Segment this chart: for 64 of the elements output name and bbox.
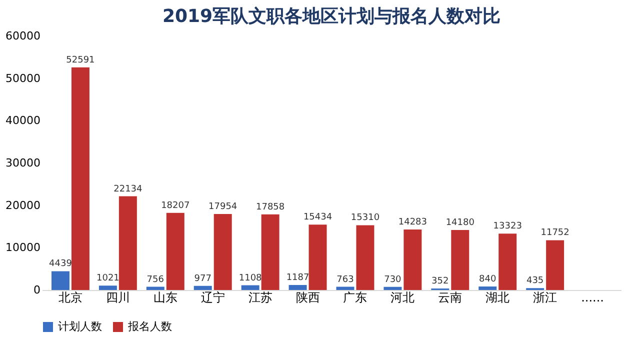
bar [336, 286, 354, 290]
bar [166, 212, 184, 290]
chart-title: 2019军队文职各地区计划与报名人数对比 [162, 6, 501, 27]
data-label: 730 [384, 274, 402, 285]
bar [478, 286, 497, 290]
x-tick-label: 陕西 [296, 290, 320, 304]
data-label: 22134 [114, 184, 143, 194]
bar [51, 271, 70, 290]
bar [118, 196, 137, 290]
x-tick-label: 北京 [58, 290, 82, 304]
data-label: 52591 [66, 55, 95, 66]
bar [546, 240, 564, 290]
bar [451, 230, 470, 290]
y-tick-label: 50000 [6, 72, 40, 85]
bar [241, 285, 260, 290]
y-tick-label: 10000 [6, 241, 40, 254]
data-label: 4439 [49, 259, 72, 270]
bar [214, 214, 232, 290]
data-label: 18207 [161, 200, 190, 211]
data-label: 1108 [238, 273, 262, 284]
bar [98, 286, 117, 290]
y-tick-label: 20000 [6, 198, 40, 212]
data-label: 17954 [208, 202, 238, 212]
x-tick-label: 云南 [438, 290, 462, 304]
data-label: 1187 [286, 272, 310, 283]
bar [384, 286, 402, 290]
data-label: 840 [479, 274, 496, 284]
y-tick-label: 60000 [6, 30, 40, 42]
x-tick-label: 辽宁 [200, 290, 225, 304]
bar [261, 214, 280, 290]
data-label: 13323 [493, 222, 522, 232]
x-tick-label: ...... [581, 290, 604, 304]
bar [404, 230, 422, 290]
data-label: 15434 [303, 212, 332, 223]
bar [71, 67, 90, 290]
data-label: 14180 [446, 218, 475, 228]
x-tick-label: 广东 [343, 290, 368, 304]
data-label: 14283 [398, 218, 427, 228]
data-label: 763 [336, 274, 354, 285]
x-tick-label: 江苏 [248, 290, 272, 304]
x-tick-label: 浙江 [533, 290, 558, 304]
x-tick-label: 山东 [153, 290, 178, 304]
data-label: 11752 [540, 228, 570, 238]
legend-label: 计划人数 [58, 320, 102, 333]
bar [146, 286, 164, 290]
data-label: 977 [194, 274, 212, 284]
bar [498, 234, 517, 290]
y-tick-label: 40000 [6, 114, 40, 128]
bar [308, 224, 327, 290]
data-label: 756 [146, 274, 164, 285]
x-tick-label: 湖北 [486, 290, 510, 304]
bar [288, 284, 307, 290]
y-tick-label: 30000 [6, 156, 40, 170]
bar [356, 225, 374, 290]
data-label: 17858 [256, 202, 285, 212]
legend-label: 报名人数 [127, 320, 172, 333]
bar [194, 286, 212, 290]
data-label: 1021 [96, 274, 120, 284]
x-tick-label: 四川 [106, 290, 130, 304]
x-tick-label: 河北 [390, 290, 415, 304]
data-label: 15310 [350, 213, 380, 224]
data-label: 352 [432, 276, 449, 287]
data-label: 435 [526, 276, 544, 286]
y-tick-label: 0 [34, 284, 40, 296]
